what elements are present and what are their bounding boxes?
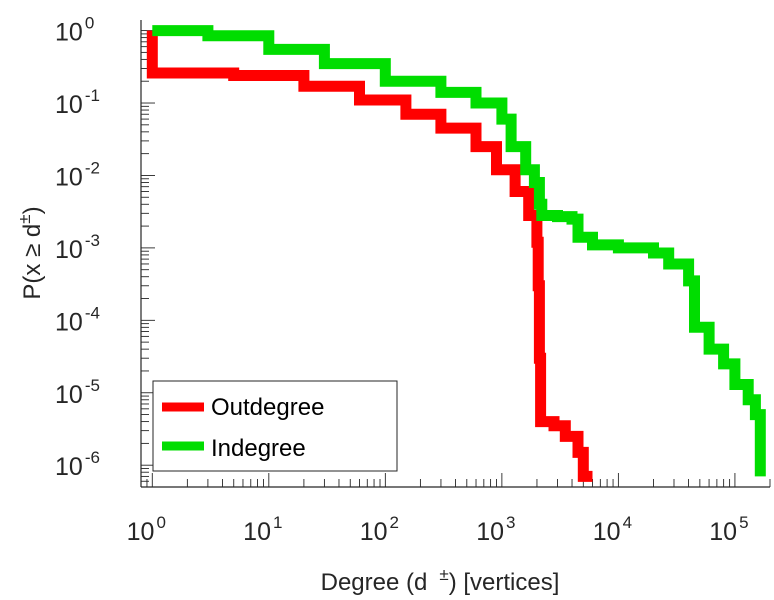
y-tick-label: 10 0 <box>55 14 94 47</box>
y-tick-label: 10 -4 <box>55 303 100 336</box>
y-axis-label: P(x ≥ d±) <box>15 206 46 299</box>
x-axis-label-main: Degree (d <box>321 569 428 596</box>
series-line-indegree <box>152 25 766 477</box>
x-axis-label: Degree (d ±) [vertices] <box>321 565 560 596</box>
y-axis-label-main: P(x ≥ d <box>19 224 46 300</box>
y-tick-label: 10 -5 <box>55 376 100 409</box>
y-tick-label: 10 -2 <box>55 158 100 191</box>
x-tick-label: 10 4 <box>593 513 632 546</box>
y-tick-label: 10 -6 <box>55 448 100 481</box>
legend-label-indegree: Indegree <box>211 435 306 462</box>
series-line-outdegree <box>146 30 593 482</box>
legend-label-outdegree: Outdegree <box>211 394 324 421</box>
y-axis-label-tail: ) <box>19 206 46 214</box>
minor-ticks <box>140 30 771 488</box>
axes-layer <box>140 20 770 488</box>
tick-labels: 10 0 10 1 10 2 10 3 10 4 10 5 10 0 10 -1 10 -2 10 -3 10 -4 10-… <box>55 14 749 546</box>
legend-box <box>152 380 398 472</box>
series-layer <box>146 25 766 482</box>
y-tick-label: 10 -3 <box>55 231 100 264</box>
x-tick-label: 10 1 <box>243 513 282 546</box>
x-tick-label: 10 3 <box>476 513 515 546</box>
x-tick-label: 10 2 <box>360 513 399 546</box>
x-tick-label: 10 5 <box>709 513 748 546</box>
x-axis-label-sup: ± <box>439 565 448 584</box>
y-axis-label-sup: ± <box>15 214 34 223</box>
x-axis-label-tail: ) [vertices] <box>449 569 560 596</box>
legend: Outdegree Indegree <box>152 380 398 472</box>
y-tick-label: 10 -1 <box>55 86 100 119</box>
x-tick-label: 10 0 <box>127 513 166 546</box>
